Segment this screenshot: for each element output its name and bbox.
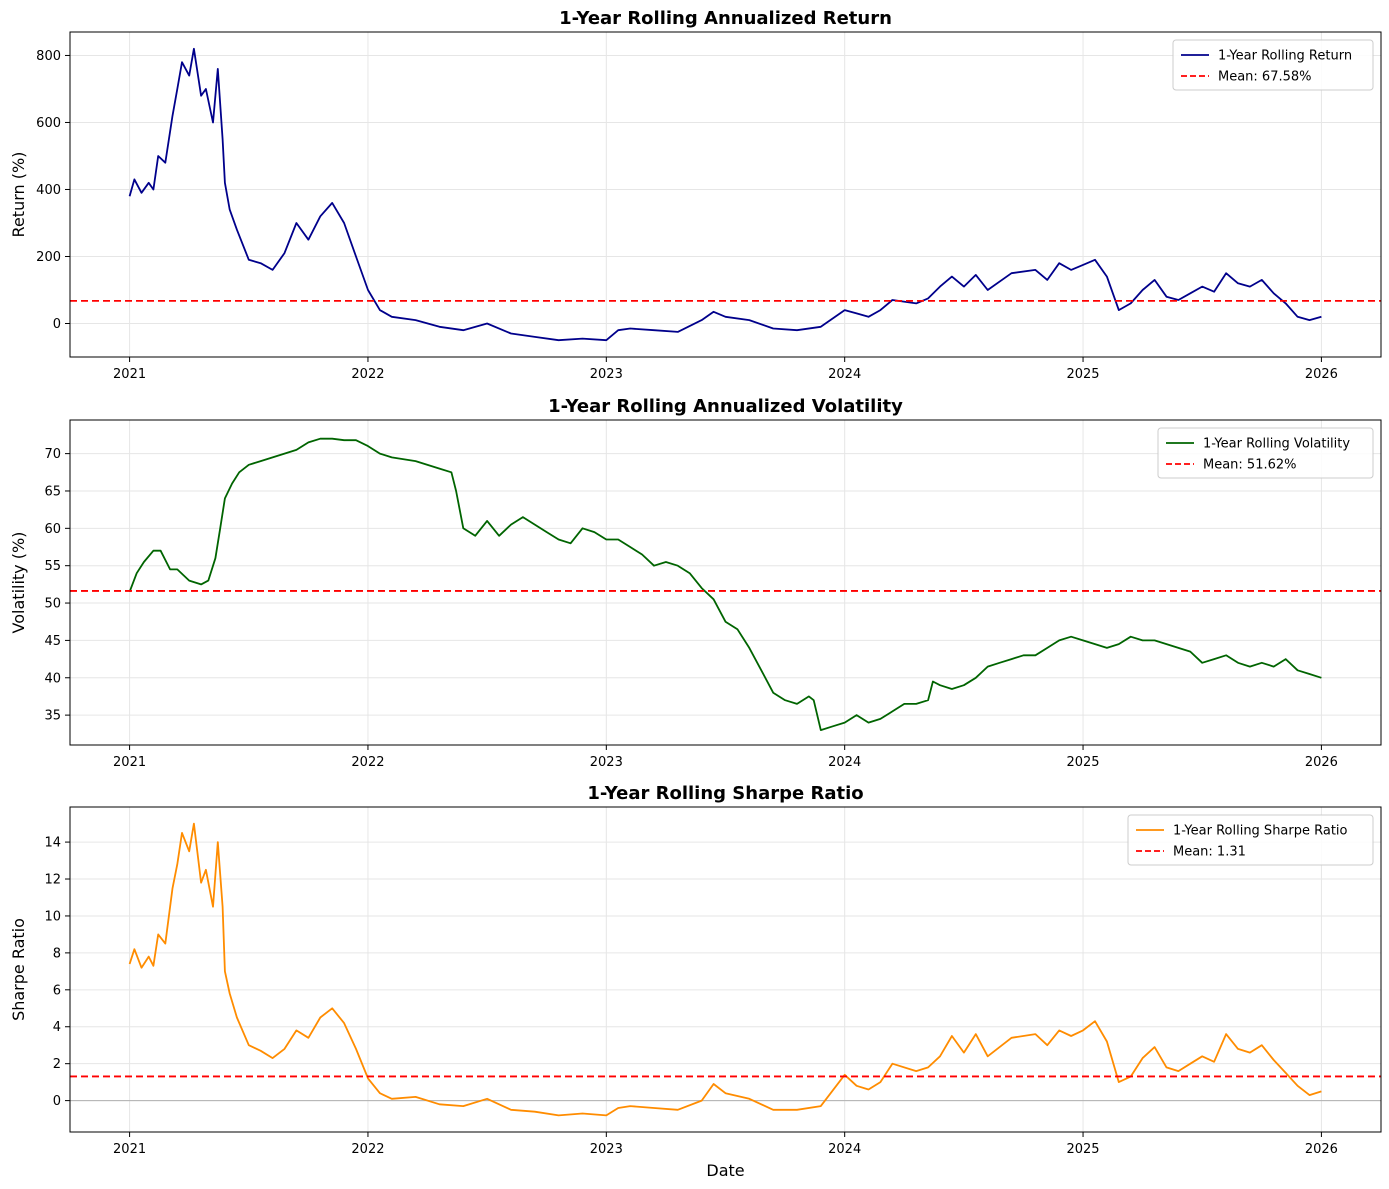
legend-label: Mean: 67.58% xyxy=(1218,70,1312,85)
y-tick-label: 12 xyxy=(44,873,61,888)
x-tick-label: 2024 xyxy=(828,755,861,770)
series-line xyxy=(128,822,1322,1117)
legend-label: 1-Year Rolling Volatility xyxy=(1203,437,1350,452)
axes-frame xyxy=(69,419,1382,746)
chart-title: 1-Year Rolling Sharpe Ratio xyxy=(587,783,863,804)
legend-label: 1-Year Rolling Return xyxy=(1218,49,1352,64)
x-tick-label: 2025 xyxy=(1066,1142,1099,1157)
y-tick-label: 40 xyxy=(44,671,61,686)
y-axis-label: Volatility (%) xyxy=(9,532,28,634)
series-line xyxy=(128,47,1322,342)
legend-label: Mean: 1.31 xyxy=(1173,845,1246,860)
x-tick-label: 2021 xyxy=(113,755,146,770)
y-tick-label: 70 xyxy=(44,447,61,462)
y-tick-label: 0 xyxy=(53,1094,61,1109)
x-tick-label: 2023 xyxy=(590,755,623,770)
y-tick-label: 50 xyxy=(44,597,61,612)
x-tick-label: 2022 xyxy=(351,367,384,382)
legend-box xyxy=(1157,427,1374,479)
y-tick-label: 45 xyxy=(44,634,61,649)
x-tick-label: 2021 xyxy=(113,1142,146,1157)
legend-label: 1-Year Rolling Sharpe Ratio xyxy=(1173,824,1348,839)
y-tick-label: 200 xyxy=(36,250,61,265)
axes-frame xyxy=(69,31,1382,358)
x-tick-label: 2026 xyxy=(1305,367,1338,382)
x-tick-label: 2025 xyxy=(1066,367,1099,382)
y-tick-label: 600 xyxy=(36,116,61,131)
legend: 1-Year Rolling Volatility Mean: 51.62% xyxy=(1157,427,1374,479)
y-axis-label: Sharpe Ratio xyxy=(9,918,28,1021)
y-tick-label: 6 xyxy=(53,983,61,998)
x-tick-label: 2025 xyxy=(1066,755,1099,770)
y-tick-label: 55 xyxy=(44,559,61,574)
legend-box xyxy=(1172,39,1374,91)
x-tick-label: 2022 xyxy=(351,1142,384,1157)
y-tick-label: 14 xyxy=(44,836,61,851)
x-tick-label: 2024 xyxy=(828,367,861,382)
x-tick-label: 2023 xyxy=(590,1142,623,1157)
chart-panel-3: 2021 2022 2023 2024 2025 2026 0 2 4 6 8 10 12 14 1-Yea… xyxy=(9,783,1382,1180)
y-tick-label: 400 xyxy=(36,183,61,198)
series-line xyxy=(128,437,1322,731)
x-tick-label: 2023 xyxy=(590,367,623,382)
legend-label: Mean: 51.62% xyxy=(1203,458,1297,473)
y-tick-label: 2 xyxy=(53,1057,61,1072)
y-tick-label: 8 xyxy=(53,946,61,961)
legend: 1-Year Rolling Sharpe Ratio Mean: 1.31 xyxy=(1127,814,1374,866)
x-tick-label: 2022 xyxy=(351,755,384,770)
y-tick-label: 65 xyxy=(44,484,61,499)
y-tick-label: 4 xyxy=(53,1020,61,1035)
chart-panel-1: 2021 2022 2023 2024 2025 2026 0 200 400 600 800 1-Y… xyxy=(9,8,1382,382)
x-axis-label: Date xyxy=(706,1161,744,1180)
x-tick-label: 2021 xyxy=(113,367,146,382)
chart-title: 1-Year Rolling Annualized Volatility xyxy=(548,396,903,417)
y-tick-label: 60 xyxy=(44,522,61,537)
y-tick-label: 800 xyxy=(36,49,61,64)
chart-title: 1-Year Rolling Annualized Return xyxy=(559,8,892,29)
axes-frame xyxy=(69,806,1382,1133)
x-tick-label: 2024 xyxy=(828,1142,861,1157)
y-tick-label: 35 xyxy=(44,709,61,724)
x-tick-label: 2026 xyxy=(1305,755,1338,770)
y-tick-label: 0 xyxy=(53,317,61,332)
y-axis-label: Return (%) xyxy=(9,152,28,238)
chart-panel-2: 2021 2022 2023 2024 2025 2026 35 40 45 50 55 60 65 70… xyxy=(9,396,1382,770)
legend-box xyxy=(1127,814,1374,866)
legend: 1-Year Rolling Return Mean: 67.58% xyxy=(1172,39,1374,91)
x-tick-label: 2026 xyxy=(1305,1142,1338,1157)
y-tick-label: 10 xyxy=(44,909,61,924)
